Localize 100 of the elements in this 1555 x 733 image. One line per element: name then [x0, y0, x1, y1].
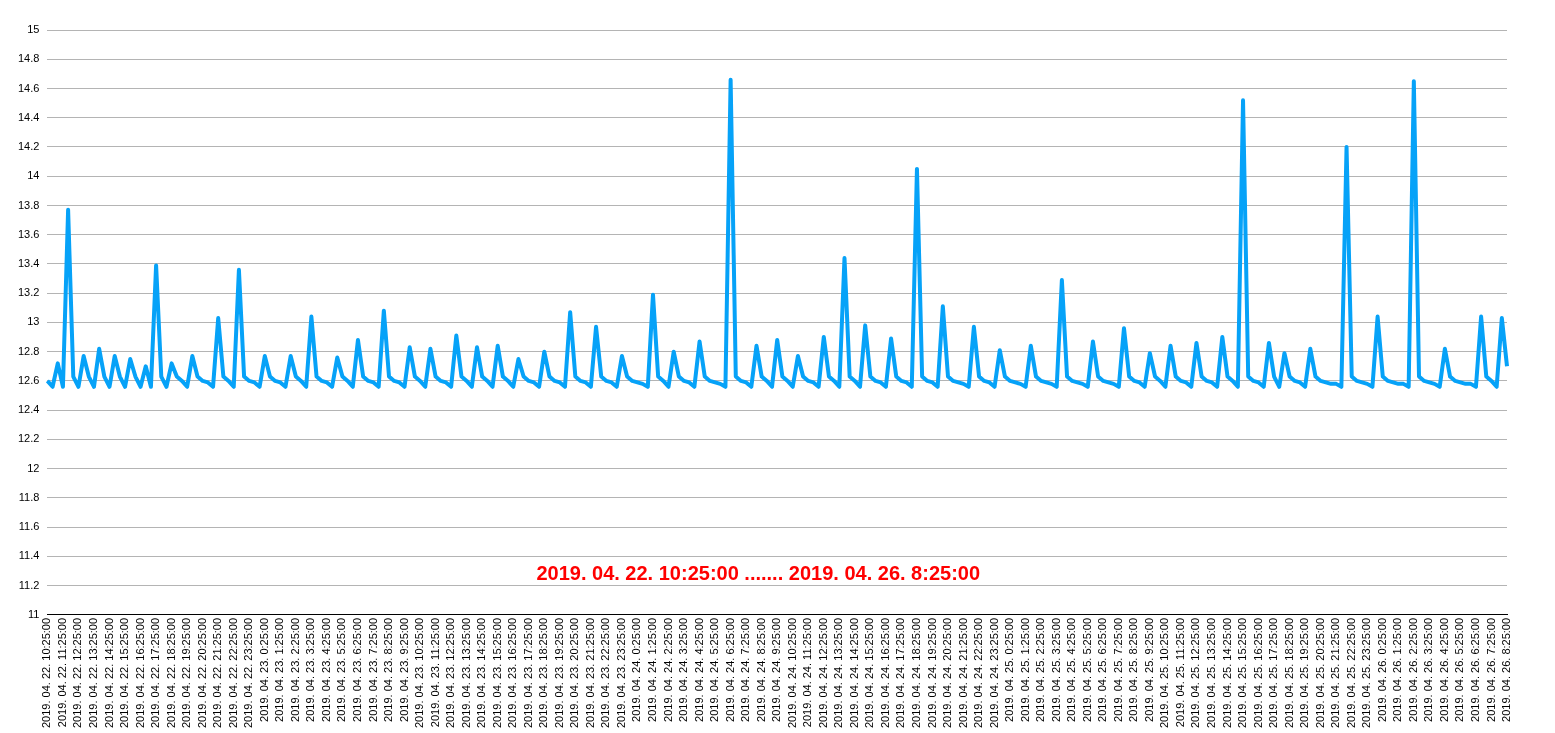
x-tick-label: 2019. 04. 26. 4:25:00 — [1437, 617, 1450, 722]
x-tick-label: 2019. 04. 25. 5:25:00 — [1080, 617, 1093, 722]
x-tick-label: 2019. 04. 23. 14:25:00 — [475, 617, 488, 729]
x-tick-label: 2019. 04. 23. 12:25:00 — [444, 617, 457, 729]
x-tick-label: 2019. 04. 26. 5:25:00 — [1453, 617, 1466, 722]
y-tick-label: 15 — [27, 23, 40, 36]
x-tick-label: 2019. 04. 24. 2:25:00 — [661, 617, 674, 722]
y-tick-label: 11 — [27, 607, 40, 620]
x-tick-label: 2019. 04. 23. 19:25:00 — [552, 617, 565, 729]
x-tick-label: 2019. 04. 23. 6:25:00 — [350, 617, 363, 722]
x-tick-label: 2019. 04. 22. 14:25:00 — [102, 617, 115, 729]
x-tick-label: 2019. 04. 26. 3:25:00 — [1422, 617, 1435, 722]
x-tick-label: 2019. 04. 24. 13:25:00 — [832, 617, 845, 729]
x-tick-label: 2019. 04. 26. 7:25:00 — [1484, 617, 1497, 722]
x-tick-label: 2019. 04. 23. 16:25:00 — [506, 617, 519, 729]
x-tick-label: 2019. 04. 22. 21:25:00 — [211, 617, 224, 729]
x-tick-label: 2019. 04. 25. 2:25:00 — [1034, 617, 1047, 722]
x-tick-label: 2019. 04. 23. 4:25:00 — [319, 617, 332, 722]
x-tick-label: 2019. 04. 23. 9:25:00 — [397, 617, 410, 722]
x-tick-label: 2019. 04. 24. 15:25:00 — [863, 617, 876, 729]
x-tick-label: 2019. 04. 25. 19:25:00 — [1298, 617, 1311, 729]
x-tick-label: 2019. 04. 22. 16:25:00 — [133, 617, 146, 729]
x-tick-label: 2019. 04. 24. 10:25:00 — [785, 617, 798, 729]
x-tick-label: 2019. 04. 25. 10:25:00 — [1158, 617, 1171, 729]
x-tick-label: 2019. 04. 25. 21:25:00 — [1329, 617, 1342, 729]
x-tick-label: 2019. 04. 25. 0:25:00 — [1003, 617, 1016, 722]
y-tick-label: 11.4 — [18, 549, 40, 562]
x-tick-label: 2019. 04. 22. 17:25:00 — [149, 617, 162, 729]
x-tick-label: 2019. 04. 23. 2:25:00 — [288, 617, 301, 722]
x-tick-label: 2019. 04. 23. 0:25:00 — [257, 617, 270, 722]
x-tick-label: 2019. 04. 23. 22:25:00 — [599, 617, 612, 729]
x-tick-label: 2019. 04. 25. 13:25:00 — [1205, 617, 1218, 729]
x-tick-label: 2019. 04. 26. 2:25:00 — [1406, 617, 1419, 722]
y-tick-label: 11.6 — [18, 520, 40, 533]
x-tick-label: 2019. 04. 25. 11:25:00 — [1173, 617, 1186, 728]
y-tick-label: 12.2 — [17, 432, 40, 445]
y-tick-label: 14.2 — [17, 140, 40, 153]
y-tick-label: 11.8 — [18, 490, 40, 503]
x-tick-label: 2019. 04. 25. 15:25:00 — [1236, 617, 1249, 729]
x-tick-label: 2019. 04. 26. 0:25:00 — [1375, 617, 1388, 722]
annotation: 2019. 04. 22. 10:25:00 ....... 2019. 04. 26. 8:25:00 — [536, 562, 981, 585]
x-tick-label: 2019. 04. 22. 19:25:00 — [180, 617, 193, 729]
x-tick-label: 2019. 04. 23. 1:25:00 — [273, 617, 286, 722]
y-tick-label: 14.6 — [17, 81, 40, 94]
x-tick-label: 2019. 04. 25. 20:25:00 — [1313, 617, 1326, 729]
x-tick-label: 2019. 04. 24. 7:25:00 — [739, 617, 752, 722]
x-tick-label: 2019. 04. 24. 5:25:00 — [708, 617, 721, 722]
x-tick-label: 2019. 04. 26. 8:25:00 — [1500, 617, 1513, 722]
y-tick-label: 11.2 — [18, 578, 40, 591]
x-tick-label: 2019. 04. 24. 22:25:00 — [972, 617, 985, 729]
x-tick-label: 2019. 04. 24. 18:25:00 — [909, 617, 922, 729]
x-tick-label: 2019. 04. 23. 11:25:00 — [428, 617, 441, 728]
x-tick-label: 2019. 04. 22. 20:25:00 — [195, 617, 208, 729]
y-tick-label: 13.8 — [17, 198, 40, 211]
x-tick-label: 2019. 04. 23. 5:25:00 — [335, 617, 348, 722]
x-tick-label: 2019. 04. 22. 15:25:00 — [118, 617, 131, 729]
x-tick-label: 2019. 04. 25. 18:25:00 — [1282, 617, 1295, 729]
x-tick-label: 2019. 04. 22. 23:25:00 — [242, 617, 255, 729]
x-tick-label: 2019. 04. 25. 4:25:00 — [1065, 617, 1078, 722]
x-tick-label: 2019. 04. 23. 10:25:00 — [413, 617, 426, 729]
x-tick-label: 2019. 04. 23. 15:25:00 — [490, 617, 503, 729]
x-tick-label: 2019. 04. 26. 1:25:00 — [1391, 617, 1404, 722]
x-tick-label: 2019. 04. 24. 16:25:00 — [878, 617, 891, 729]
x-tick-label: 2019. 04. 22. 11:25:00 — [55, 617, 68, 728]
x-tick-label: 2019. 04. 24. 0:25:00 — [630, 617, 643, 722]
x-tick-label: 2019. 04. 24. 20:25:00 — [941, 617, 954, 729]
y-tick-label: 14 — [27, 169, 40, 182]
x-tick-label: 2019. 04. 25. 14:25:00 — [1220, 617, 1233, 729]
x-tick-label: 2019. 04. 26. 6:25:00 — [1468, 617, 1481, 722]
x-tick-label: 2019. 04. 24. 17:25:00 — [894, 617, 907, 729]
x-tick-label: 2019. 04. 25. 3:25:00 — [1049, 617, 1062, 722]
y-tick-label: 13 — [27, 315, 40, 328]
x-tick-label: 2019. 04. 24. 3:25:00 — [677, 617, 690, 722]
x-tick-label: 2019. 04. 25. 1:25:00 — [1018, 617, 1031, 722]
x-tick-label: 2019. 04. 22. 22:25:00 — [226, 617, 239, 729]
x-tick-label: 2019. 04. 23. 21:25:00 — [583, 617, 596, 729]
x-tick-label: 2019. 04. 24. 21:25:00 — [956, 617, 969, 729]
x-tick-label: 2019. 04. 25. 22:25:00 — [1344, 617, 1357, 729]
x-tick-label: 2019. 04. 23. 18:25:00 — [537, 617, 550, 729]
x-tick-label: 2019. 04. 24. 23:25:00 — [987, 617, 1000, 729]
x-tick-label: 2019. 04. 25. 12:25:00 — [1189, 617, 1202, 729]
x-tick-label: 2019. 04. 25. 17:25:00 — [1267, 617, 1280, 729]
x-tick-label: 2019. 04. 23. 8:25:00 — [382, 617, 395, 722]
x-tick-label: 2019. 04. 24. 14:25:00 — [847, 617, 860, 729]
y-tick-label: 13.2 — [17, 286, 40, 299]
x-tick-label: 2019. 04. 22. 10:25:00 — [40, 617, 53, 729]
y-tick-label: 14.4 — [17, 110, 40, 123]
x-tick-label: 2019. 04. 23. 17:25:00 — [521, 617, 534, 729]
y-tick-label: 12.6 — [17, 373, 40, 386]
x-tick-label: 2019. 04. 24. 12:25:00 — [816, 617, 829, 729]
x-tick-label: 2019. 04. 22. 13:25:00 — [87, 617, 100, 729]
x-tick-label: 2019. 04. 25. 7:25:00 — [1111, 617, 1124, 722]
x-tick-label: 2019. 04. 25. 23:25:00 — [1360, 617, 1373, 729]
y-tick-label: 14.8 — [17, 52, 40, 65]
x-tick-label: 2019. 04. 25. 6:25:00 — [1096, 617, 1109, 722]
x-tick-label: 2019. 04. 25. 9:25:00 — [1142, 617, 1155, 722]
x-tick-label: 2019. 04. 23. 23:25:00 — [614, 617, 627, 729]
x-tick-label: 2019. 04. 24. 9:25:00 — [770, 617, 783, 722]
x-tick-label: 2019. 04. 25. 8:25:00 — [1127, 617, 1140, 722]
x-tick-label: 2019. 04. 24. 19:25:00 — [925, 617, 938, 729]
